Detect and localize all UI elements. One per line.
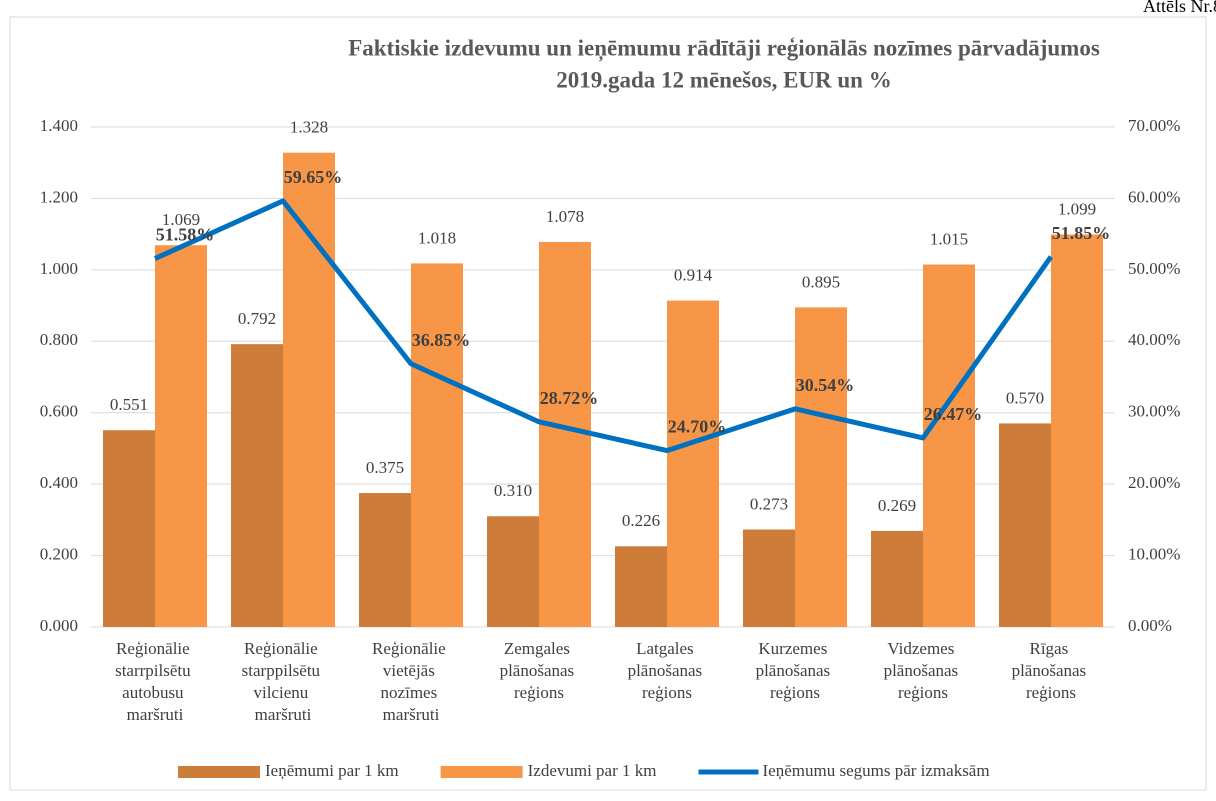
chart-title: Faktiskie izdevumu un ieņēmumu rādītāji … (348, 35, 1100, 62)
chart-title: 2019.gada 12 mēnešos, EUR un % (556, 67, 891, 92)
y2-tick-label: 60.00% (1128, 187, 1180, 206)
bar (359, 493, 411, 627)
data-label: 0.792 (238, 309, 276, 328)
data-label: 0.895 (802, 272, 840, 291)
data-label: 0.310 (494, 481, 532, 500)
bar (103, 430, 155, 627)
data-label: 0.570 (1006, 388, 1044, 407)
bar (999, 423, 1051, 627)
y2-tick-label: 50.00% (1128, 259, 1180, 278)
y2-tick-label: 40.00% (1128, 330, 1180, 349)
bar (155, 245, 207, 627)
x-tick-label: Kurzemes plānošanas reģions (756, 639, 835, 702)
y-tick-label: 1.200 (40, 187, 78, 206)
bar (231, 344, 283, 627)
data-label: 1.015 (930, 229, 968, 248)
data-label: 1.328 (290, 118, 328, 137)
x-tick-label: Reģionālie starppilsētu vilcienu maršrut… (242, 639, 325, 724)
legend-label: Izdevumi par 1 km (528, 761, 657, 780)
y-tick-label: 0.200 (40, 544, 78, 563)
data-label: 1.069 (162, 210, 200, 229)
data-label: 0.269 (878, 496, 916, 515)
bar (1051, 234, 1103, 627)
bar (487, 516, 539, 627)
bar (871, 530, 923, 627)
x-tick-label: Zemgales plānošanas reģions (500, 639, 579, 702)
bar (795, 307, 847, 627)
data-label: 30.54% (796, 375, 855, 395)
x-tick-label: Reģionālie starrpilsētu autobusu maršrut… (115, 639, 195, 724)
data-label: 24.70% (668, 417, 727, 437)
y-tick-label: 0.600 (40, 402, 78, 421)
x-tick-label: Rīgas plānošanas reģions (1012, 639, 1091, 702)
y-tick-label: 0.800 (40, 330, 78, 349)
y2-tick-label: 70.00% (1128, 116, 1180, 135)
y-tick-label: 1.000 (40, 259, 78, 278)
data-label: 51.58% (156, 225, 215, 245)
x-tick-label: Vidzemes plānošanas reģions (884, 639, 963, 702)
figure-label: Attēls Nr.8 (1143, 0, 1216, 16)
data-label: 1.018 (418, 228, 456, 247)
legend-label: Ieņēmumu segums pār izmaksām (763, 761, 990, 780)
bar (743, 529, 795, 627)
data-label: 1.078 (546, 207, 584, 226)
y-tick-label: 0.400 (40, 473, 78, 492)
bar (615, 546, 667, 627)
x-tick-label: Latgales plānošanas reģions (628, 639, 707, 702)
data-label: 0.914 (674, 265, 713, 284)
y-tick-label: 1.400 (40, 116, 78, 135)
bar (539, 242, 591, 627)
data-label: 51.85% (1052, 223, 1111, 243)
data-label: 26.47% (924, 404, 983, 424)
data-label: 1.099 (1058, 199, 1096, 218)
data-label: 0.226 (622, 511, 660, 530)
y2-tick-label: 0.00% (1128, 616, 1172, 635)
chart-frame (9, 16, 1207, 791)
y2-tick-label: 30.00% (1128, 402, 1180, 421)
data-label: 36.85% (412, 330, 471, 350)
data-label: 0.551 (110, 395, 148, 414)
data-label: 0.375 (366, 458, 404, 477)
y-tick-label: 0.000 (40, 616, 78, 635)
data-label: 0.273 (750, 494, 788, 513)
data-label: 28.72% (540, 388, 599, 408)
y2-tick-label: 10.00% (1128, 544, 1180, 563)
data-label: 59.65% (284, 167, 343, 187)
legend-swatch (178, 766, 260, 778)
bar (923, 264, 975, 627)
legend-label: Ieņēmumi par 1 km (265, 761, 399, 780)
bar (283, 152, 335, 627)
bar (667, 300, 719, 627)
legend-swatch (440, 766, 523, 778)
bar (411, 263, 463, 627)
line (153, 198, 1054, 454)
y2-tick-label: 20.00% (1128, 473, 1180, 492)
x-tick-label: Reģionālie vietējās nozīmes maršruti (372, 639, 450, 724)
